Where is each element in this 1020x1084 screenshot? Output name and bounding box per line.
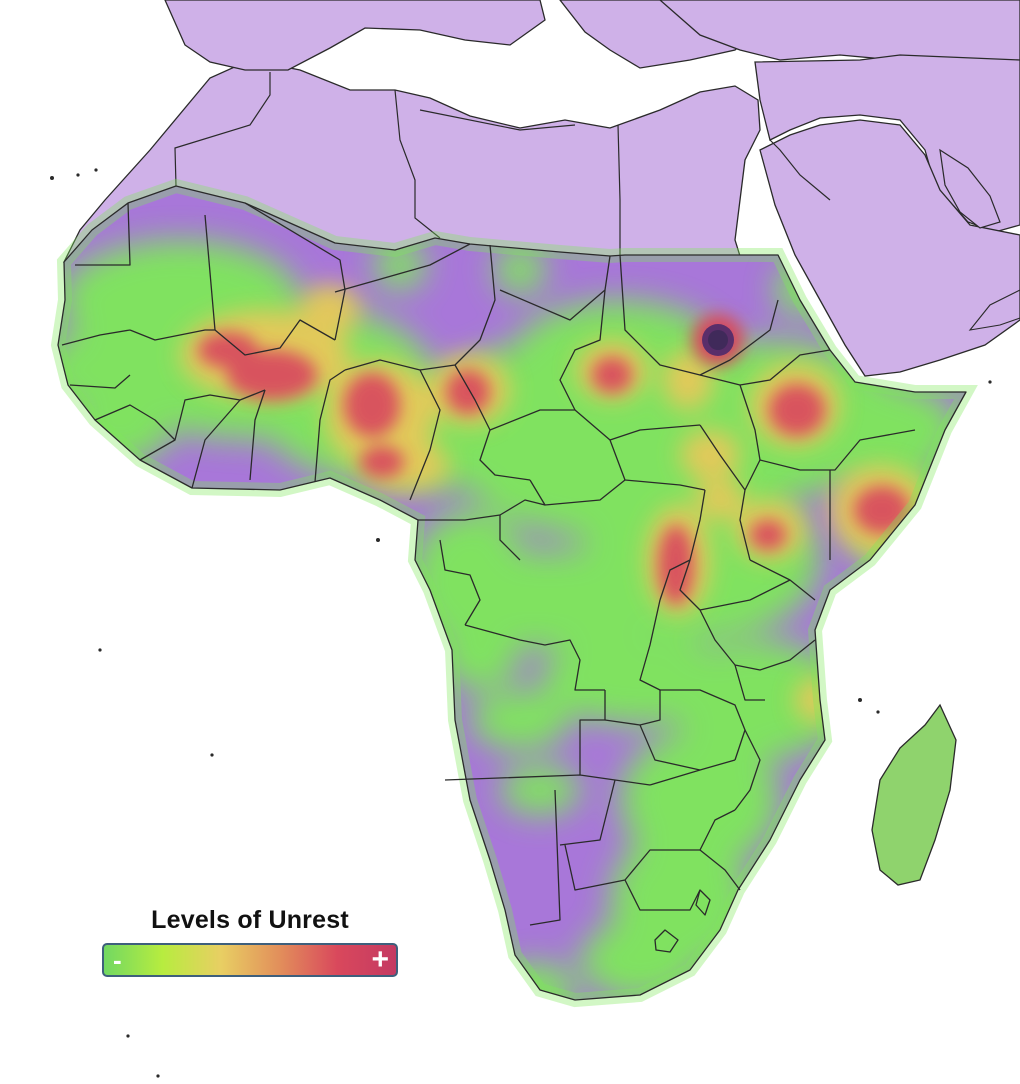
country-borders xyxy=(57,185,967,1001)
gulf-states-landmass xyxy=(939,148,1001,229)
arabia-landmass xyxy=(759,119,1020,377)
legend-min-label: - xyxy=(113,945,122,975)
madagascar-landmass xyxy=(871,703,957,886)
legend-title: Levels of Unrest xyxy=(151,906,349,934)
legend-color-scale: - + xyxy=(102,943,398,977)
coastal-islands xyxy=(50,168,992,1078)
turkey-landmass xyxy=(659,0,1020,71)
horn-of-arabia-border xyxy=(968,289,1020,331)
north-africa-borders xyxy=(174,72,831,256)
unrest-legend: Levels of Unrest - + xyxy=(102,906,398,977)
europe-landmass xyxy=(164,0,546,71)
legend-max-label: + xyxy=(371,943,389,976)
